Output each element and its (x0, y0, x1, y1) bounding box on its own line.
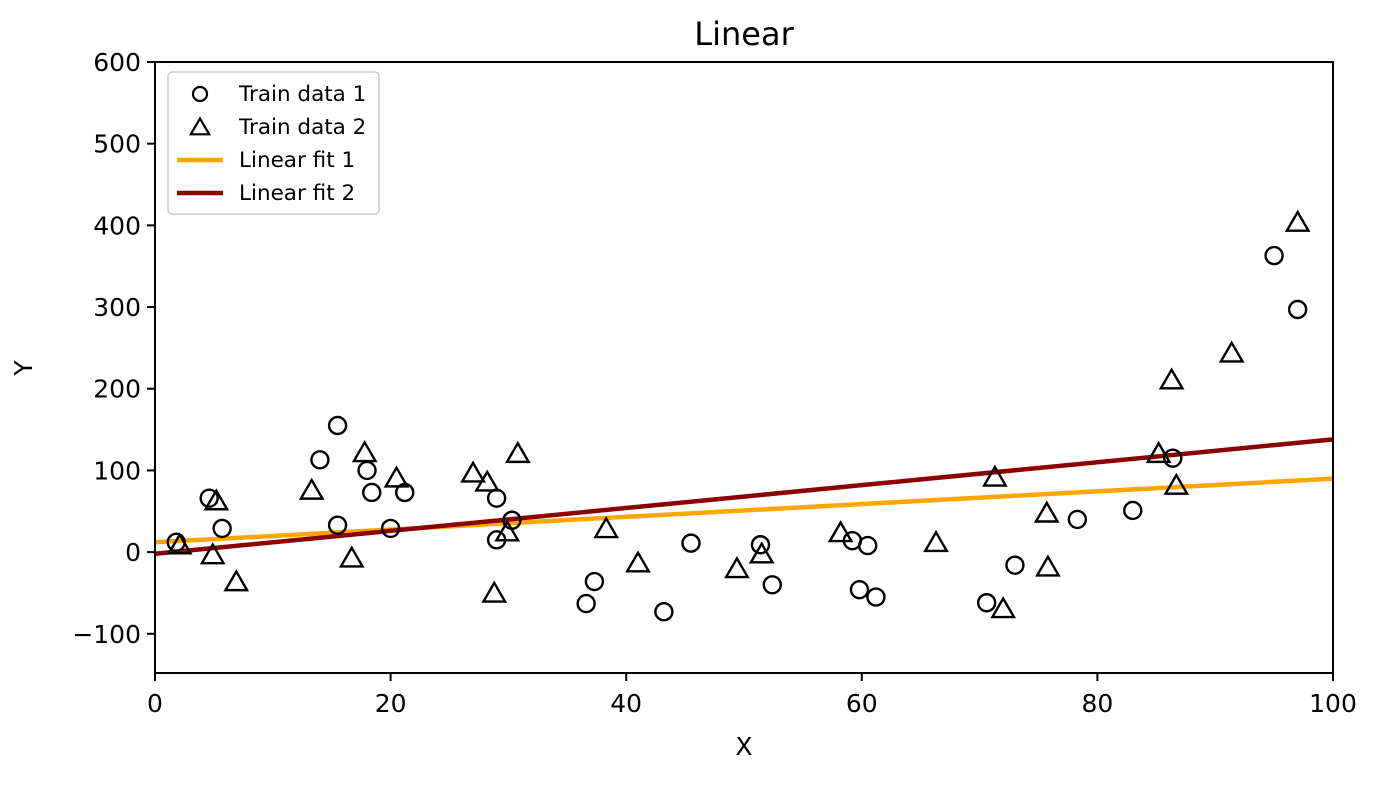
x-tick-label: 0 (147, 689, 163, 718)
data-point-triangle (724, 556, 750, 579)
y-tick-label: 600 (93, 48, 141, 77)
data-point-circle (654, 602, 674, 622)
y-tick-label: 400 (93, 211, 141, 240)
data-point-triangle (351, 440, 378, 463)
x-axis-ticks: 0 20 40 60 80 100 (147, 673, 1357, 718)
x-tick-label: 100 (1309, 689, 1357, 718)
legend-label-linear-fit-2: Linear fit 2 (239, 181, 355, 206)
data-point-circle (199, 488, 219, 508)
legend-entry-linear-fit-2: Linear fit 2 (177, 181, 355, 206)
data-point-circle (380, 518, 401, 539)
legend-entry-train-data-2: Train data 2 (188, 115, 366, 140)
legend-entry-linear-fit-1: Linear fit 1 (177, 148, 355, 173)
data-point-circle (681, 533, 701, 553)
data-point-triangle (223, 569, 250, 592)
data-point-circle (1163, 448, 1183, 468)
data-point-triangle (923, 529, 949, 553)
data-point-circle (310, 450, 330, 470)
data-point-triangle (1163, 472, 1190, 495)
data-point-circle (976, 593, 997, 613)
fit-lines-layer (154, 437, 1334, 556)
x-tick-label: 20 (375, 689, 407, 718)
y-tick-label: 300 (93, 293, 141, 322)
train-data-2-layer (166, 209, 1311, 619)
fit-line-linear-fit-2 (154, 437, 1334, 556)
data-point-triangle (593, 516, 620, 539)
legend-label-train-data-2: Train data 2 (238, 115, 366, 140)
data-point-triangle (338, 545, 365, 568)
data-point-triangle (494, 519, 521, 542)
data-point-circle (857, 535, 878, 556)
data-point-triangle (203, 488, 230, 511)
y-tick-label: 100 (93, 456, 141, 485)
x-tick-label: 60 (846, 689, 878, 718)
legend-label-train-data-1: Train data 1 (238, 82, 366, 107)
data-point-triangle (199, 542, 226, 565)
data-point-triangle (166, 532, 193, 555)
data-point-triangle (990, 596, 1017, 619)
y-axis-ticks: −100 0 100 200 300 400 500 600 (72, 48, 155, 649)
data-point-triangle (474, 469, 501, 492)
data-point-triangle (827, 520, 854, 543)
data-point-circle (1123, 500, 1143, 521)
data-point-circle (866, 587, 886, 607)
data-point-circle (1287, 299, 1308, 320)
y-axis-label: Y (9, 360, 38, 377)
data-point-triangle (982, 464, 1008, 487)
legend-triangle-marker-icon (188, 116, 212, 136)
data-point-circle (750, 535, 771, 555)
data-point-circle (584, 571, 605, 592)
chart-title: Linear (694, 15, 794, 53)
x-tick-label: 40 (610, 689, 642, 718)
data-point-circle (762, 575, 782, 595)
data-point-triangle (383, 465, 410, 488)
x-axis-label: X (735, 732, 752, 761)
data-point-triangle (504, 440, 531, 464)
y-tick-label: 0 (125, 538, 141, 567)
legend-box (167, 71, 380, 215)
data-point-triangle (1033, 500, 1060, 523)
fit-line-linear-fit-1 (154, 476, 1334, 545)
data-point-circle (212, 518, 232, 539)
data-point-circle (362, 482, 382, 503)
data-point-triangle (1218, 340, 1245, 363)
data-point-triangle (1035, 554, 1061, 577)
data-point-circle (849, 579, 870, 600)
y-tick-label: −100 (72, 620, 141, 649)
data-point-triangle (1284, 209, 1311, 232)
data-point-circle (1067, 509, 1088, 530)
data-point-triangle (748, 541, 775, 564)
legend: Train data 1 Train data 2 Linear fit 1 L… (167, 71, 380, 215)
data-point-circle (327, 415, 348, 436)
x-tick-label: 80 (1081, 689, 1113, 718)
data-point-circle (1005, 555, 1025, 575)
data-point-triangle (298, 477, 325, 500)
data-point-circle (1264, 245, 1284, 266)
legend-entry-train-data-1: Train data 1 (191, 82, 366, 107)
data-point-triangle (460, 460, 486, 483)
plot-border (154, 61, 1334, 674)
legend-label-linear-fit-1: Linear fit 1 (239, 148, 355, 173)
y-tick-label: 500 (93, 130, 141, 159)
data-point-triangle (481, 580, 508, 603)
data-point-circle (576, 593, 596, 614)
data-point-circle (327, 515, 348, 535)
data-point-triangle (1158, 367, 1185, 390)
y-tick-label: 200 (93, 375, 141, 404)
data-point-triangle (625, 550, 651, 573)
data-point-triangle (1145, 440, 1172, 464)
legend-circle-marker-icon (191, 85, 209, 103)
